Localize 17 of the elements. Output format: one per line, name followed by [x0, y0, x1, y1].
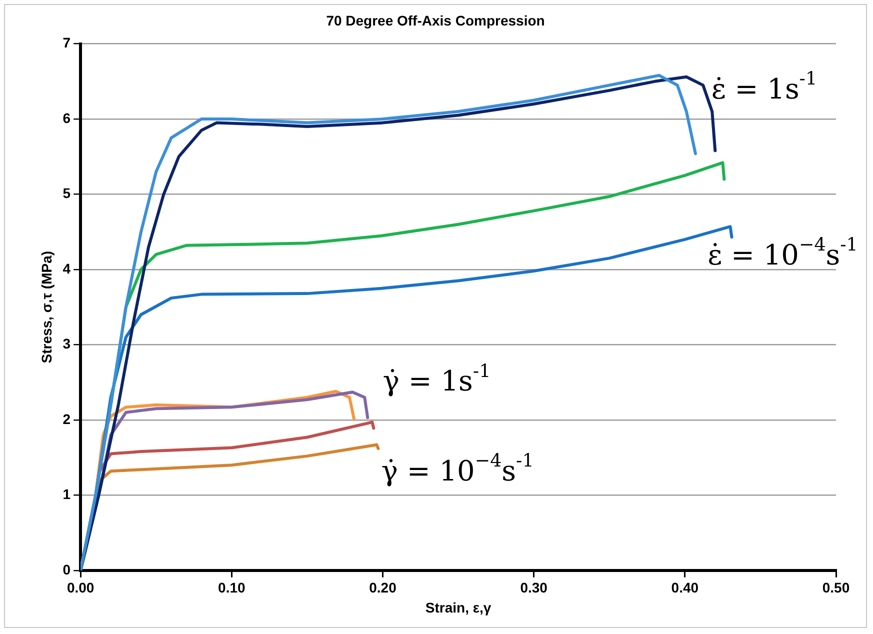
y-axis-title: Stress, σ,τ (MPa)	[38, 250, 54, 364]
x-tick-label: 0.50	[822, 580, 850, 596]
x-tick-label: 0.00	[66, 580, 94, 596]
x-tick-label: 0.30	[520, 580, 548, 596]
chart-title: 70 Degree Off-Axis Compression	[326, 12, 545, 28]
x-tick-label: 0.20	[369, 580, 397, 596]
y-tick-label: 5	[62, 185, 71, 202]
x-tick-label: 0.10	[218, 580, 246, 596]
y-tick-label: 3	[62, 336, 71, 352]
x-tick-label: 0.40	[671, 580, 699, 596]
y-tick-label: 0	[62, 561, 71, 578]
y-tick-label: 1	[62, 486, 71, 502]
y-tick-label: 4	[62, 260, 71, 276]
y-tick-label: 6	[62, 110, 71, 126]
x-axis-title: Strain, ε,γ	[425, 599, 492, 616]
y-tick-label: 2	[62, 410, 71, 427]
y-tick-label: 7	[62, 34, 71, 51]
